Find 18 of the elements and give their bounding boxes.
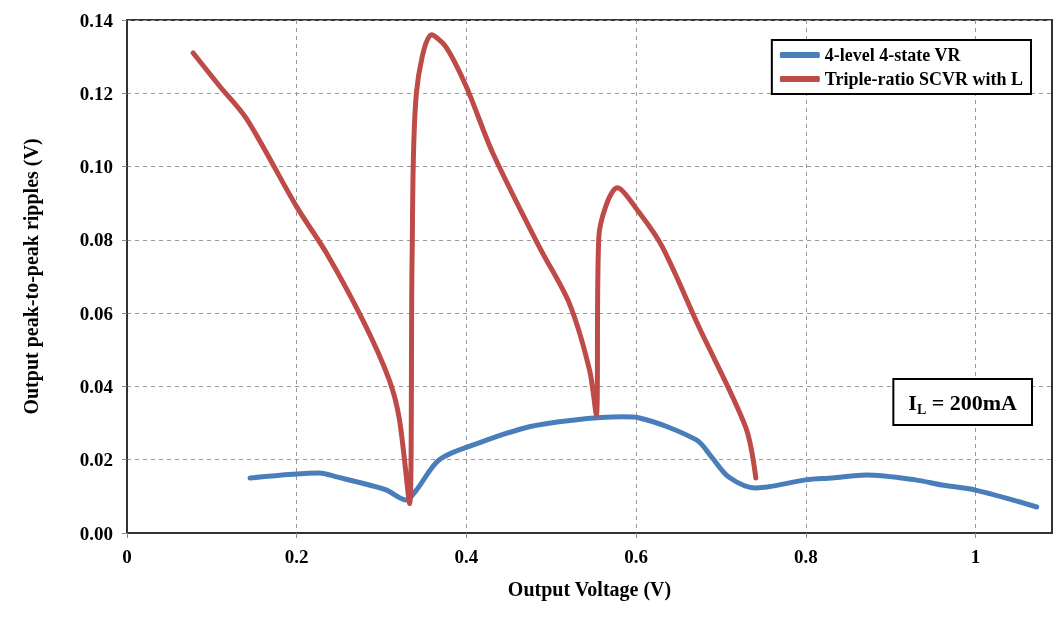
y-tick-label: 0.12 — [79, 82, 113, 104]
x-tick-label: 0.4 — [454, 546, 479, 567]
x-tick-label: 0.6 — [624, 546, 649, 567]
x-tick-label: 0.2 — [284, 546, 309, 567]
y-tick-label: 0.06 — [79, 302, 113, 324]
x-tick-label: 0.8 — [794, 546, 818, 567]
x-axis-title: Output Voltage (V) — [507, 578, 672, 601]
y-tick-label: 0.00 — [79, 522, 113, 544]
legend-label: Triple-ratio SCVR with L — [824, 69, 1024, 89]
y-tick-label: 0.08 — [79, 229, 113, 251]
x-tick-label: 1 — [970, 546, 981, 567]
y-tick-label: 0.10 — [79, 156, 113, 178]
y-axis-title: Output peak-to-peak ripples (V) — [20, 138, 43, 415]
legend-label: 4-level 4-state VR — [824, 45, 962, 65]
x-tick-label: 0 — [122, 546, 132, 567]
y-tick-label: 0.04 — [79, 375, 114, 397]
y-tick-label: 0.02 — [79, 449, 113, 471]
y-tick-label: 0.14 — [79, 9, 114, 31]
